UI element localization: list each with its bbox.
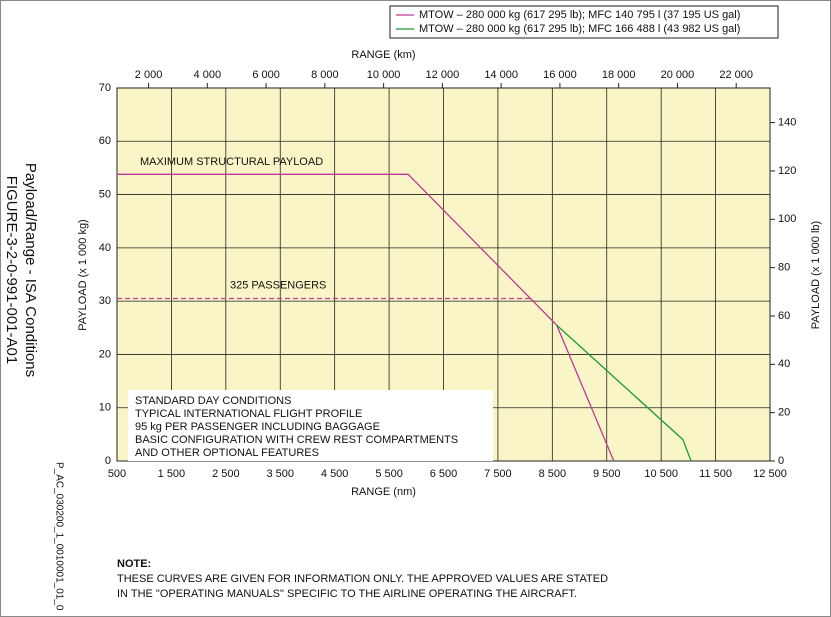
y-tick-label: 50 [99, 188, 111, 200]
condition-line: STANDARD DAY CONDITIONS [135, 395, 291, 407]
x-tick-label: 2 500 [212, 468, 240, 480]
x2-tick-label: 2 000 [135, 69, 163, 81]
legend-label: MTOW – 280 000 kg (617 295 lb); MFC 166 … [419, 23, 740, 35]
x2-tick-label: 6 000 [252, 69, 280, 81]
x2-tick-label: 22 000 [719, 69, 753, 81]
note-line: IN THE "OPERATING MANUALS" SPECIFIC TO T… [117, 588, 577, 600]
x2-tick-label: 10 000 [367, 69, 401, 81]
condition-line: TYPICAL INTERNATIONAL FLIGHT PROFILE [135, 408, 362, 420]
x-tick-label: 10 500 [644, 468, 678, 480]
x-tick-label: 11 500 [699, 468, 732, 480]
y2-tick-label: 80 [778, 262, 790, 274]
x-tick-label: 9 500 [593, 468, 621, 480]
x2-tick-label: 20 000 [661, 69, 695, 81]
y2-tick-label: 0 [778, 455, 784, 467]
y2-tick-label: 40 [778, 358, 790, 370]
x-axis-label: RANGE (nm) [351, 486, 416, 498]
annotation: MAXIMUM STRUCTURAL PAYLOAD [140, 156, 323, 168]
y2-tick-label: 140 [778, 117, 796, 129]
note-heading: NOTE: [117, 558, 151, 570]
x2-tick-label: 18 000 [602, 69, 636, 81]
x2-tick-label: 16 000 [543, 69, 577, 81]
series-line [117, 173, 615, 462]
y2-tick-label: 20 [778, 407, 790, 419]
x2-tick-label: 12 000 [426, 69, 460, 81]
x2-tick-label: 4 000 [194, 69, 222, 81]
y-tick-label: 20 [99, 348, 111, 360]
x2-tick-label: 8 000 [311, 69, 339, 81]
y-tick-label: 0 [105, 455, 111, 467]
x-tick-label: 7 500 [484, 468, 512, 480]
condition-line: BASIC CONFIGURATION WITH CREW REST COMPA… [135, 434, 458, 446]
y-tick-label: 30 [99, 295, 111, 307]
y2-tick-label: 100 [778, 213, 796, 225]
drawing-id: P_AC_030200_1_0010001_01_0 [53, 462, 64, 611]
x-tick-label: 5 500 [375, 468, 403, 480]
y-tick-label: 60 [99, 135, 111, 147]
conditions-box [128, 390, 493, 461]
x-tick-label: 12 500 [753, 468, 787, 480]
condition-line: 95 kg PER PASSENGER INCLUDING BAGGAGE [135, 421, 380, 433]
legend-box [389, 5, 779, 39]
figure-label: FIGURE-3-2-0-991-001-A01 [3, 176, 20, 364]
x-tick-label: 6 500 [430, 468, 458, 480]
x-tick-label: 4 500 [321, 468, 349, 480]
x-tick-label: 500 [108, 468, 126, 480]
condition-line: AND OTHER OPTIONAL FEATURES [135, 447, 319, 459]
y2-tick-label: 60 [778, 310, 790, 322]
note-line: THESE CURVES ARE GIVEN FOR INFORMATION O… [117, 573, 608, 585]
y2-tick-label: 120 [778, 165, 796, 177]
figure-title: Payload/Range - ISA Conditions [22, 163, 39, 377]
x-tick-label: 3 500 [266, 468, 294, 480]
x-tick-label: 1 500 [158, 468, 186, 480]
y2-axis-label: PAYLOAD (x 1 000 lb) [810, 221, 822, 329]
x2-axis-label: RANGE (km) [351, 49, 415, 61]
y-tick-label: 40 [99, 242, 111, 254]
series-line [556, 324, 692, 462]
x-tick-label: 8 500 [539, 468, 567, 480]
y-axis-label: PAYLOAD (x 1 000 kg) [77, 219, 89, 330]
x2-tick-label: 14 000 [484, 69, 518, 81]
y-tick-label: 10 [99, 402, 111, 414]
legend-label: MTOW – 280 000 kg (617 295 lb); MFC 140 … [419, 9, 740, 21]
reference-label: 325 PASSENGERS [230, 279, 326, 291]
y-tick-label: 70 [99, 82, 111, 94]
